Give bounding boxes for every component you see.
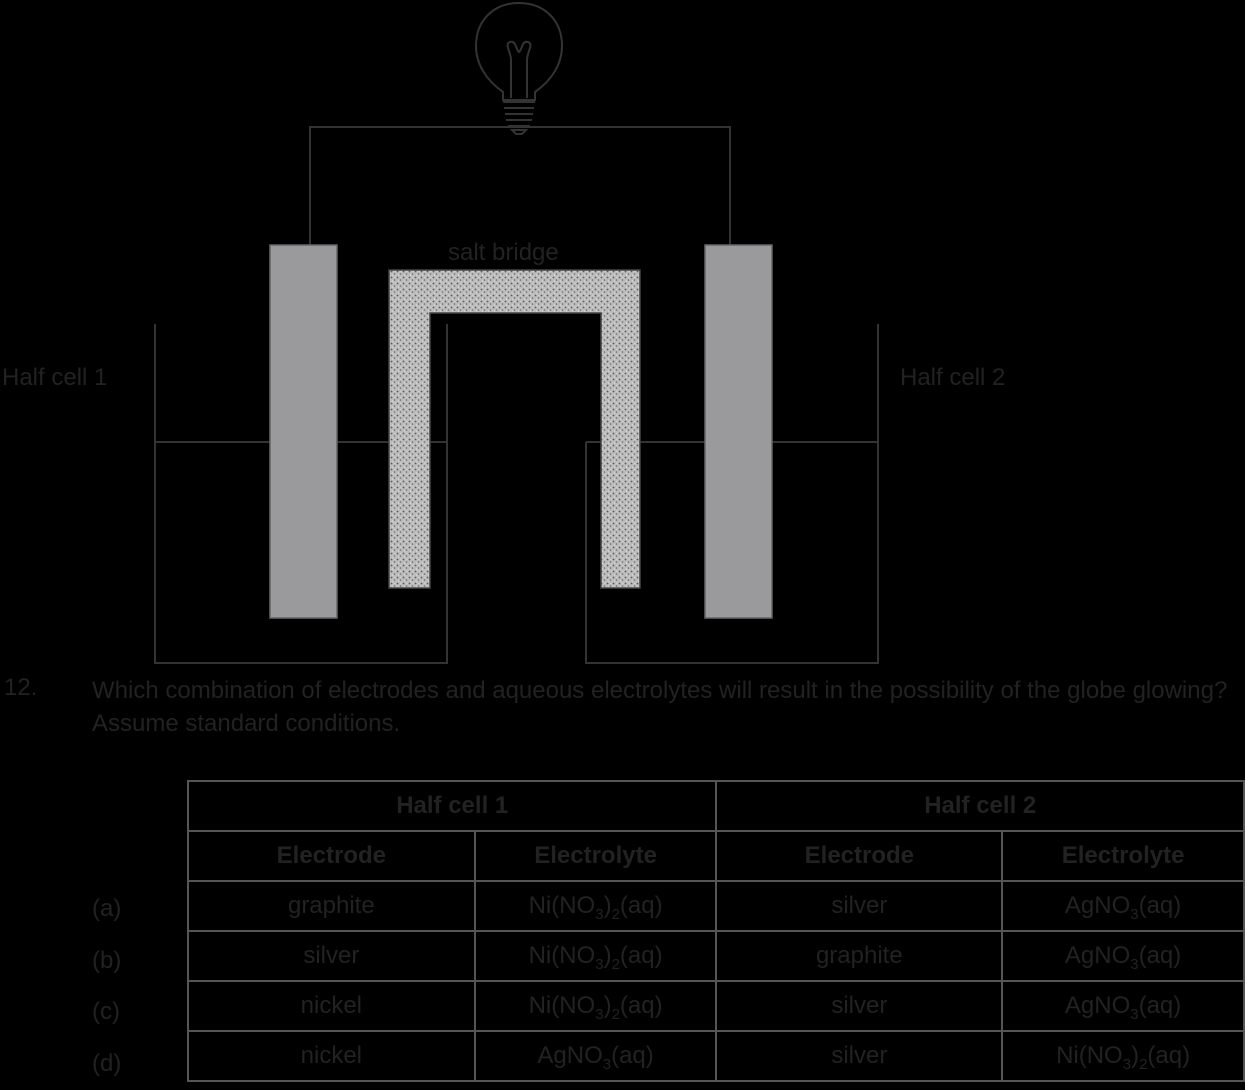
electrode-1 [269, 244, 338, 619]
options-table: Half cell 1 Half cell 2 Electrode Electr… [186, 780, 1245, 1082]
external-wire [309, 126, 731, 245]
header-hc2-electrolyte: Electrolyte [1001, 830, 1245, 882]
cell-hc2-electrode: silver [715, 980, 1004, 1032]
question-number: 12. [4, 674, 38, 701]
cell-hc2-electrode: silver [715, 880, 1004, 932]
header-hc2-electrode: Electrode [715, 830, 1004, 882]
header-hc1-electrolyte: Electrolyte [473, 830, 718, 882]
beaker-1 [154, 324, 448, 664]
option-label: (c) [92, 998, 120, 1025]
question-text: Which combination of electrodes and aque… [92, 677, 1228, 737]
group-header-half-cell-2: Half cell 2 [715, 780, 1245, 832]
cell-hc1-electrolyte: AgNO3(aq) [473, 1030, 718, 1082]
light-globe-icon [474, 1, 564, 135]
cell-hc1-electrolyte: Ni(NO3)2(aq) [473, 880, 718, 932]
half-cell-1-label: Half cell 1 [2, 364, 108, 391]
option-label: (a) [92, 895, 122, 922]
beaker-2 [585, 324, 879, 664]
cell-hc1-electrode: nickel [187, 1030, 476, 1082]
cell-hc2-electrolyte: AgNO3(aq) [1001, 980, 1245, 1032]
cell-diagram-svg [154, 1, 879, 664]
salt-bridge [388, 269, 641, 589]
table-row: silver Ni(NO3)2(aq) graphite AgNO3(aq) [187, 930, 1245, 982]
electrode-2 [704, 244, 773, 619]
cell-hc1-electrode: silver [187, 930, 476, 982]
cell-hc1-electrode: graphite [187, 880, 476, 932]
half-cell-2-label: Half cell 2 [900, 364, 1006, 391]
cell-hc1-electrolyte: Ni(NO3)2(aq) [473, 980, 718, 1032]
cell-hc2-electrode: silver [715, 1030, 1004, 1082]
header-hc1-electrode: Electrode [187, 830, 476, 882]
cell-hc1-electrolyte: Ni(NO3)2(aq) [473, 930, 718, 982]
cell-hc2-electrolyte: AgNO3(aq) [1001, 930, 1245, 982]
salt-bridge-label: salt bridge [448, 239, 559, 266]
option-label: (d) [92, 1049, 122, 1077]
table-row: nickel AgNO3(aq) silver Ni(NO3)2(aq) [187, 1030, 1245, 1082]
cell-hc2-electrolyte: Ni(NO3)2(aq) [1001, 1030, 1245, 1082]
cell-hc2-electrode: graphite [715, 930, 1004, 982]
cell-hc2-electrolyte: AgNO3(aq) [1001, 880, 1245, 932]
table-row: nickel Ni(NO3)2(aq) silver AgNO3(aq) [187, 980, 1245, 1032]
galvanic-cell-diagram: salt bridge Half cell 1 Half cell 2 [2, 1, 1006, 664]
option-label: (b) [92, 946, 122, 974]
group-header-half-cell-1: Half cell 1 [186, 780, 718, 832]
cell-hc1-electrode: nickel [187, 980, 476, 1032]
table-row: graphite Ni(NO3)2(aq) silver AgNO3(aq) [187, 880, 1245, 932]
